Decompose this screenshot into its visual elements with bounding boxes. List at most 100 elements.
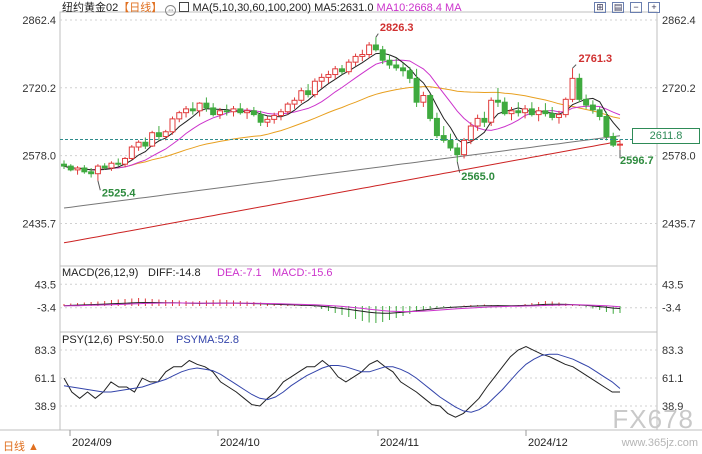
high-label-2-pointer xyxy=(572,64,577,69)
macd-tick-left: -3.4 xyxy=(37,303,56,315)
candle-body xyxy=(413,77,420,103)
candle-body xyxy=(596,109,603,118)
ma-params[interactable]: MA(5,10,30,60,100,200) xyxy=(192,2,312,14)
candle-body xyxy=(264,118,271,123)
candle-body xyxy=(196,102,203,112)
layout-split-button[interactable]: ▤ xyxy=(612,2,624,13)
price-tick-label-left: 2578.0 xyxy=(22,151,56,163)
candle-body xyxy=(210,107,217,116)
price-tick-label-right: 2578.0 xyxy=(662,151,696,163)
candle-body xyxy=(549,113,556,118)
ma5-value: MA5:2631.0 xyxy=(314,2,374,14)
candle-body xyxy=(271,115,278,120)
candle-body xyxy=(305,90,312,96)
candle-body xyxy=(352,55,359,63)
psy-tick-left: 38.9 xyxy=(35,401,56,413)
high-label-2: 2761.3 xyxy=(579,53,613,65)
candle-body xyxy=(359,54,366,57)
candle-body xyxy=(454,147,461,156)
psy-value: PSY:50.0 xyxy=(118,334,164,346)
candle-body xyxy=(244,110,251,114)
current-price-badge: 2611.8 xyxy=(632,128,700,144)
candle-body xyxy=(610,136,617,146)
candle-body xyxy=(562,98,569,116)
candle-body xyxy=(522,108,529,114)
candle-body xyxy=(488,99,495,123)
watermark-brand: FX678 xyxy=(612,404,694,434)
candle-body xyxy=(515,110,522,114)
high-label-1-pointer xyxy=(375,33,379,38)
candle-body xyxy=(176,112,183,120)
layout-grid-button[interactable]: ⊞ xyxy=(594,2,606,13)
candle-body xyxy=(128,146,135,159)
candle-body xyxy=(257,114,264,123)
psy-panel-frame xyxy=(59,331,658,431)
candle-body xyxy=(318,76,325,82)
indicator-switch-icon[interactable]: ⇔ xyxy=(165,5,177,16)
x-axis-label: 2024/12 xyxy=(528,437,568,449)
candle-body xyxy=(576,77,583,100)
ma10-line xyxy=(63,59,621,171)
candle-body xyxy=(277,111,284,117)
psy-tick-right: 83.3 xyxy=(662,345,683,357)
candle-body xyxy=(61,163,67,167)
low-label-1-pointer xyxy=(97,180,101,191)
price-tick-label-right: 2435.7 xyxy=(662,218,696,230)
macd-value: MACD:-15.6 xyxy=(272,267,333,279)
candle-body xyxy=(101,165,108,169)
candle-body xyxy=(291,99,298,105)
candle-body xyxy=(372,44,379,51)
price-tick-label-right: 2862.4 xyxy=(662,15,696,27)
psy-tick-left: 83.3 xyxy=(35,345,56,357)
candle-body xyxy=(81,167,88,173)
candle-body xyxy=(440,135,447,141)
candle-body xyxy=(122,157,129,165)
candle-body xyxy=(617,143,623,146)
candle-body xyxy=(366,44,373,56)
candle-body xyxy=(555,114,562,118)
candle-body xyxy=(88,171,95,175)
candle-body xyxy=(223,110,230,113)
candle-body xyxy=(481,117,488,123)
candle-body xyxy=(108,162,115,169)
watermark-site: www.365jz.com xyxy=(621,437,698,449)
high-label-1: 2826.3 xyxy=(380,22,414,34)
low-label-1: 2525.4 xyxy=(102,188,137,200)
candle-body xyxy=(345,61,352,73)
ma30-line xyxy=(63,86,621,171)
x-axis-label: 2024/09 xyxy=(72,437,112,449)
candle-body xyxy=(474,117,481,127)
candle-body xyxy=(183,108,190,114)
low-label-2: 2565.0 xyxy=(461,171,495,183)
last-price-label: 2596.7 xyxy=(620,155,654,167)
candle-body xyxy=(400,67,407,72)
macd-tick-right: -3.4 xyxy=(662,303,681,315)
candle-body xyxy=(339,68,345,73)
candle-body xyxy=(237,108,244,114)
candle-body xyxy=(467,125,474,141)
candle-body xyxy=(74,167,81,171)
candle-body xyxy=(284,103,291,113)
candle-body xyxy=(216,110,223,116)
psy-tick-left: 61.1 xyxy=(35,373,56,385)
price-tick-label-right: 2720.2 xyxy=(662,83,696,95)
ma60-line xyxy=(63,135,621,209)
candle-body xyxy=(298,90,305,101)
psyma-value: PSYMA:52.8 xyxy=(176,334,239,346)
candle-body xyxy=(535,110,542,116)
zoom-in-button[interactable]: + xyxy=(648,2,660,13)
zoom-out-button[interactable]: − xyxy=(630,2,642,13)
candle-body xyxy=(135,141,142,148)
candle-body xyxy=(230,108,237,113)
macd-diff-line xyxy=(63,302,621,314)
ma-toggle-checkbox[interactable] xyxy=(179,2,190,12)
candle-body xyxy=(542,110,549,115)
candle-body xyxy=(420,95,427,103)
candle-body xyxy=(494,99,501,103)
macd-diff: DIFF:-14.8 xyxy=(148,267,201,279)
candle-body xyxy=(427,95,434,119)
chart-header: 纽约黄金02【日线】 ⇔ MA(5,10,30,60,100,200) MA5:… xyxy=(62,1,462,16)
period-select-button[interactable]: 日线 ▲ xyxy=(3,441,39,453)
x-axis-label: 2024/10 xyxy=(220,437,260,449)
